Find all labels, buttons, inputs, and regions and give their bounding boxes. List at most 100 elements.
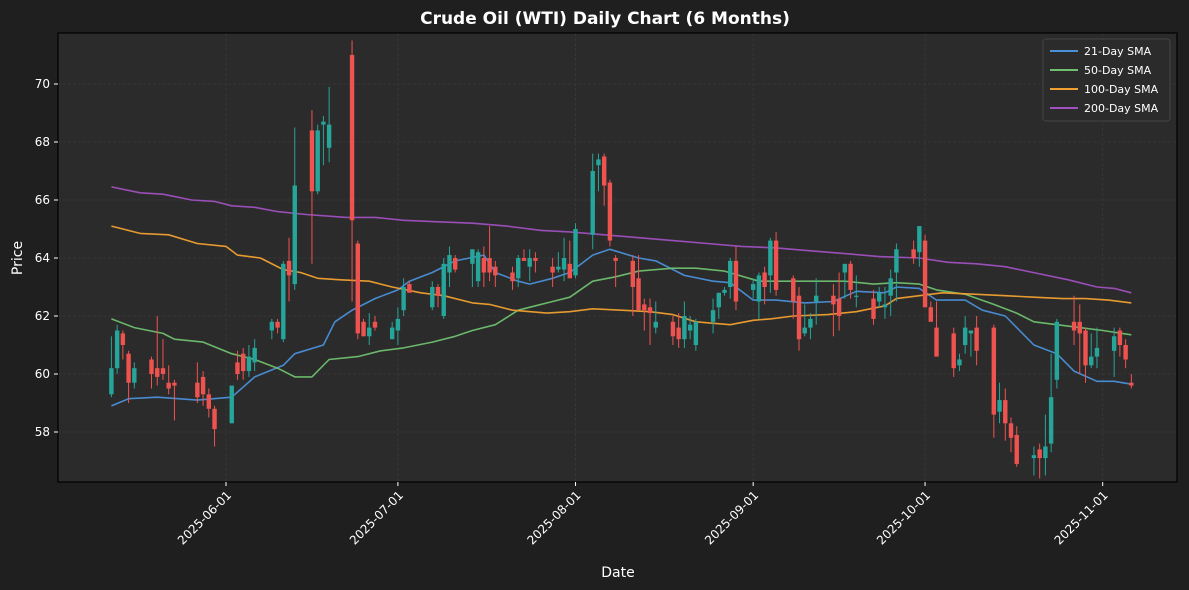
candle-body-up <box>447 255 452 273</box>
candle-body-down <box>762 272 767 287</box>
candle-body-up <box>842 263 848 273</box>
candle-body-down <box>928 307 933 322</box>
candle-body-down <box>212 408 217 430</box>
candle-body-down <box>773 240 779 290</box>
candle-body-up <box>728 260 733 287</box>
candle-body-down <box>636 278 641 311</box>
candle-body-down <box>1123 345 1128 360</box>
candle-body-down <box>206 394 212 409</box>
candle-body-up <box>229 385 234 424</box>
candle-body-up <box>768 240 773 276</box>
candle-body-up <box>682 316 687 340</box>
candle-body-down <box>567 263 572 279</box>
y-tick-label: 62 <box>35 309 50 323</box>
candle-body-up <box>321 121 326 125</box>
candle-body-down <box>155 368 160 377</box>
candle-body-up <box>710 310 716 322</box>
y-tick-label: 68 <box>35 135 50 149</box>
candle-body-down <box>796 295 802 340</box>
candle-body-up <box>653 321 658 328</box>
candle-body-up <box>693 321 699 345</box>
candle-body-down <box>607 182 613 241</box>
candle-body-up <box>917 226 922 253</box>
candle-body-up <box>888 278 893 296</box>
candle-body-up <box>395 318 401 331</box>
candle-body-down <box>1003 400 1008 424</box>
candle-body-up <box>475 252 481 282</box>
candle-body-up <box>854 295 859 297</box>
candle-body-down <box>974 327 979 351</box>
candle-body-down <box>126 353 131 383</box>
candle-body-down <box>991 327 997 415</box>
y-tick-label: 70 <box>35 77 50 91</box>
candle-body-up <box>1094 347 1100 357</box>
grid-lines <box>58 33 1177 482</box>
candle-body-up <box>561 258 567 270</box>
candle-body-down <box>791 278 796 302</box>
candle-body-up <box>573 229 578 276</box>
candle-body-up <box>556 266 561 270</box>
candle-body-up <box>590 171 595 235</box>
candle-body-up <box>315 130 320 192</box>
candle-body-down <box>286 260 292 276</box>
candle-body-up <box>109 368 114 395</box>
candle-body-down <box>733 260 739 302</box>
candle-body-up <box>252 347 257 363</box>
candle-body-up <box>401 287 406 311</box>
candle-body-up <box>997 400 1002 412</box>
chart-title: Crude Oil (WTI) Daily Chart (6 Months) <box>420 9 790 29</box>
candle-body-down <box>676 327 681 340</box>
candle-body-up <box>813 295 819 302</box>
candle-body-down <box>372 321 378 328</box>
candle-body-up <box>389 327 395 340</box>
candle-body-down <box>1008 423 1014 438</box>
sma21-line <box>111 248 1132 407</box>
legend-label-sma21: 21-Day SMA <box>1084 45 1152 58</box>
y-tick-label: 60 <box>35 367 50 381</box>
candle-body-down <box>166 382 171 389</box>
candle-body-down <box>922 240 928 308</box>
candle-body-down <box>240 353 246 372</box>
candle-body-down <box>160 368 166 374</box>
candle-body-down <box>630 260 636 287</box>
candle-body-up <box>132 368 137 383</box>
candle-body-up <box>957 359 962 366</box>
y-axis-label: Price <box>10 241 26 275</box>
candle-body-down <box>848 263 853 290</box>
candle-body-down <box>407 284 412 293</box>
candle-body-down <box>487 258 492 273</box>
candle-body-up <box>246 356 252 372</box>
candle-body-down <box>361 321 366 337</box>
candle-body-down <box>435 287 441 296</box>
candle-body-down <box>670 321 676 337</box>
y-tick-label: 64 <box>35 251 50 265</box>
sma100-line <box>111 225 1132 326</box>
legend-label-sma50: 50-Day SMA <box>1084 64 1152 77</box>
candle-body-down <box>647 307 653 314</box>
candle-body-down <box>521 258 527 261</box>
candle-body-down <box>934 327 939 357</box>
candle-body-down <box>355 243 360 334</box>
candle-body-up <box>1111 336 1117 351</box>
x-axis-label: Date <box>601 565 634 581</box>
candle-body-down <box>613 258 618 261</box>
candle-body-down <box>1129 382 1134 386</box>
candle-body-down <box>200 376 206 395</box>
candle-body-up <box>750 284 756 290</box>
legend-box <box>1042 38 1171 122</box>
candle-body-up <box>114 330 120 369</box>
candle-body-up <box>281 263 286 340</box>
candle-body-up <box>962 327 968 345</box>
candle-body-down <box>642 304 647 311</box>
candlestick-series <box>109 40 1134 479</box>
candle-body-down <box>149 359 154 374</box>
candle-body-down <box>831 295 836 305</box>
candle-body-down <box>510 272 515 282</box>
candle-body-up <box>1031 455 1037 459</box>
candle-body-down <box>1037 449 1042 459</box>
legend-label-sma200: 200-Day SMA <box>1084 102 1159 115</box>
candle-body-up <box>1043 446 1048 459</box>
candle-body-down <box>1117 330 1123 345</box>
candle-body-up <box>516 258 521 279</box>
